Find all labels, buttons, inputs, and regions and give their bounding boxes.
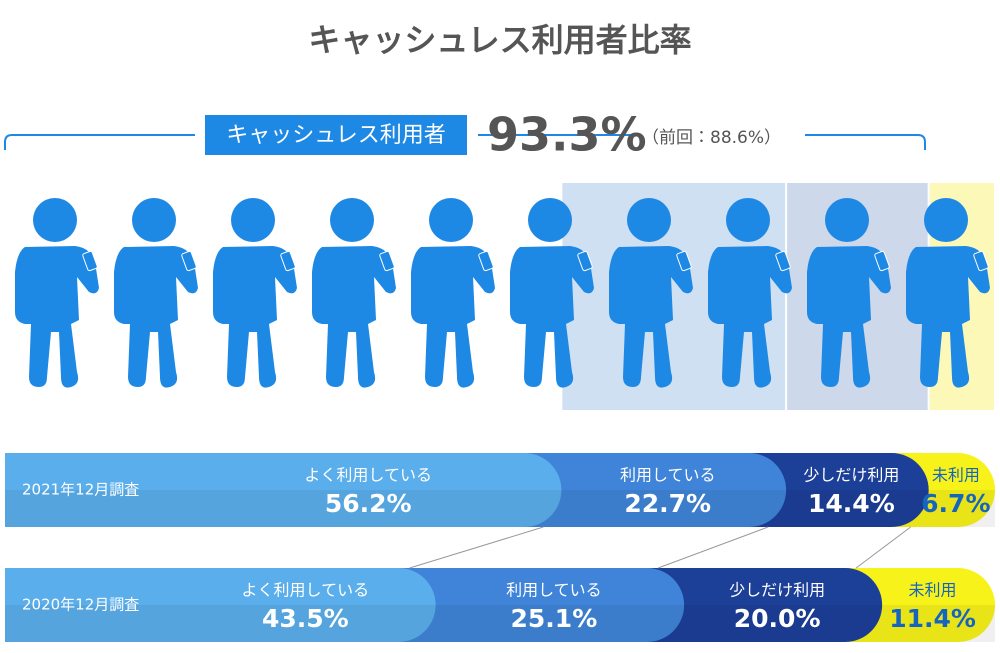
segment-value: 56.2%: [325, 489, 412, 518]
connector: [657, 526, 769, 569]
summary-label: キャッシュレス利用者: [226, 123, 446, 148]
person-icon: [311, 197, 397, 389]
segment-name: 少しだけ利用: [803, 466, 899, 485]
person-icon: [410, 197, 496, 389]
segment-value: 20.0%: [734, 604, 821, 633]
person-icon: [113, 197, 199, 389]
segment-name: 未利用: [909, 581, 957, 600]
title: キャッシュレス利用者比率: [308, 21, 691, 59]
segment-name: よく利用している: [242, 581, 370, 600]
segment-value: 25.1%: [511, 604, 598, 633]
segment-value: 6.7%: [921, 489, 990, 518]
segment-value: 11.4%: [889, 604, 976, 633]
segment-value: 14.4%: [808, 489, 895, 518]
person-icon: [212, 197, 298, 389]
segment-name: 利用している: [620, 466, 716, 485]
connector: [855, 526, 911, 569]
segment-name: 少しだけ利用: [729, 581, 825, 600]
segment-name: よく利用している: [304, 466, 432, 485]
row-label: 2021年12月調査: [22, 481, 139, 499]
row-label: 2020年12月調査: [22, 596, 139, 614]
segment-name: 利用している: [506, 581, 602, 600]
summary-previous: （前回：88.6%）: [642, 128, 781, 148]
bracket: [4, 134, 926, 150]
connector: [409, 526, 544, 569]
segment-value: 22.7%: [624, 489, 711, 518]
segment-name: 未利用: [932, 466, 980, 485]
summary-value: 93.3%: [487, 108, 647, 162]
person-icon: [14, 197, 100, 389]
bars: 2021年12月調査よく利用している56.2%利用している22.7%少しだけ利用…: [5, 453, 995, 643]
label-box: [205, 115, 467, 155]
segment-value: 43.5%: [262, 604, 349, 633]
